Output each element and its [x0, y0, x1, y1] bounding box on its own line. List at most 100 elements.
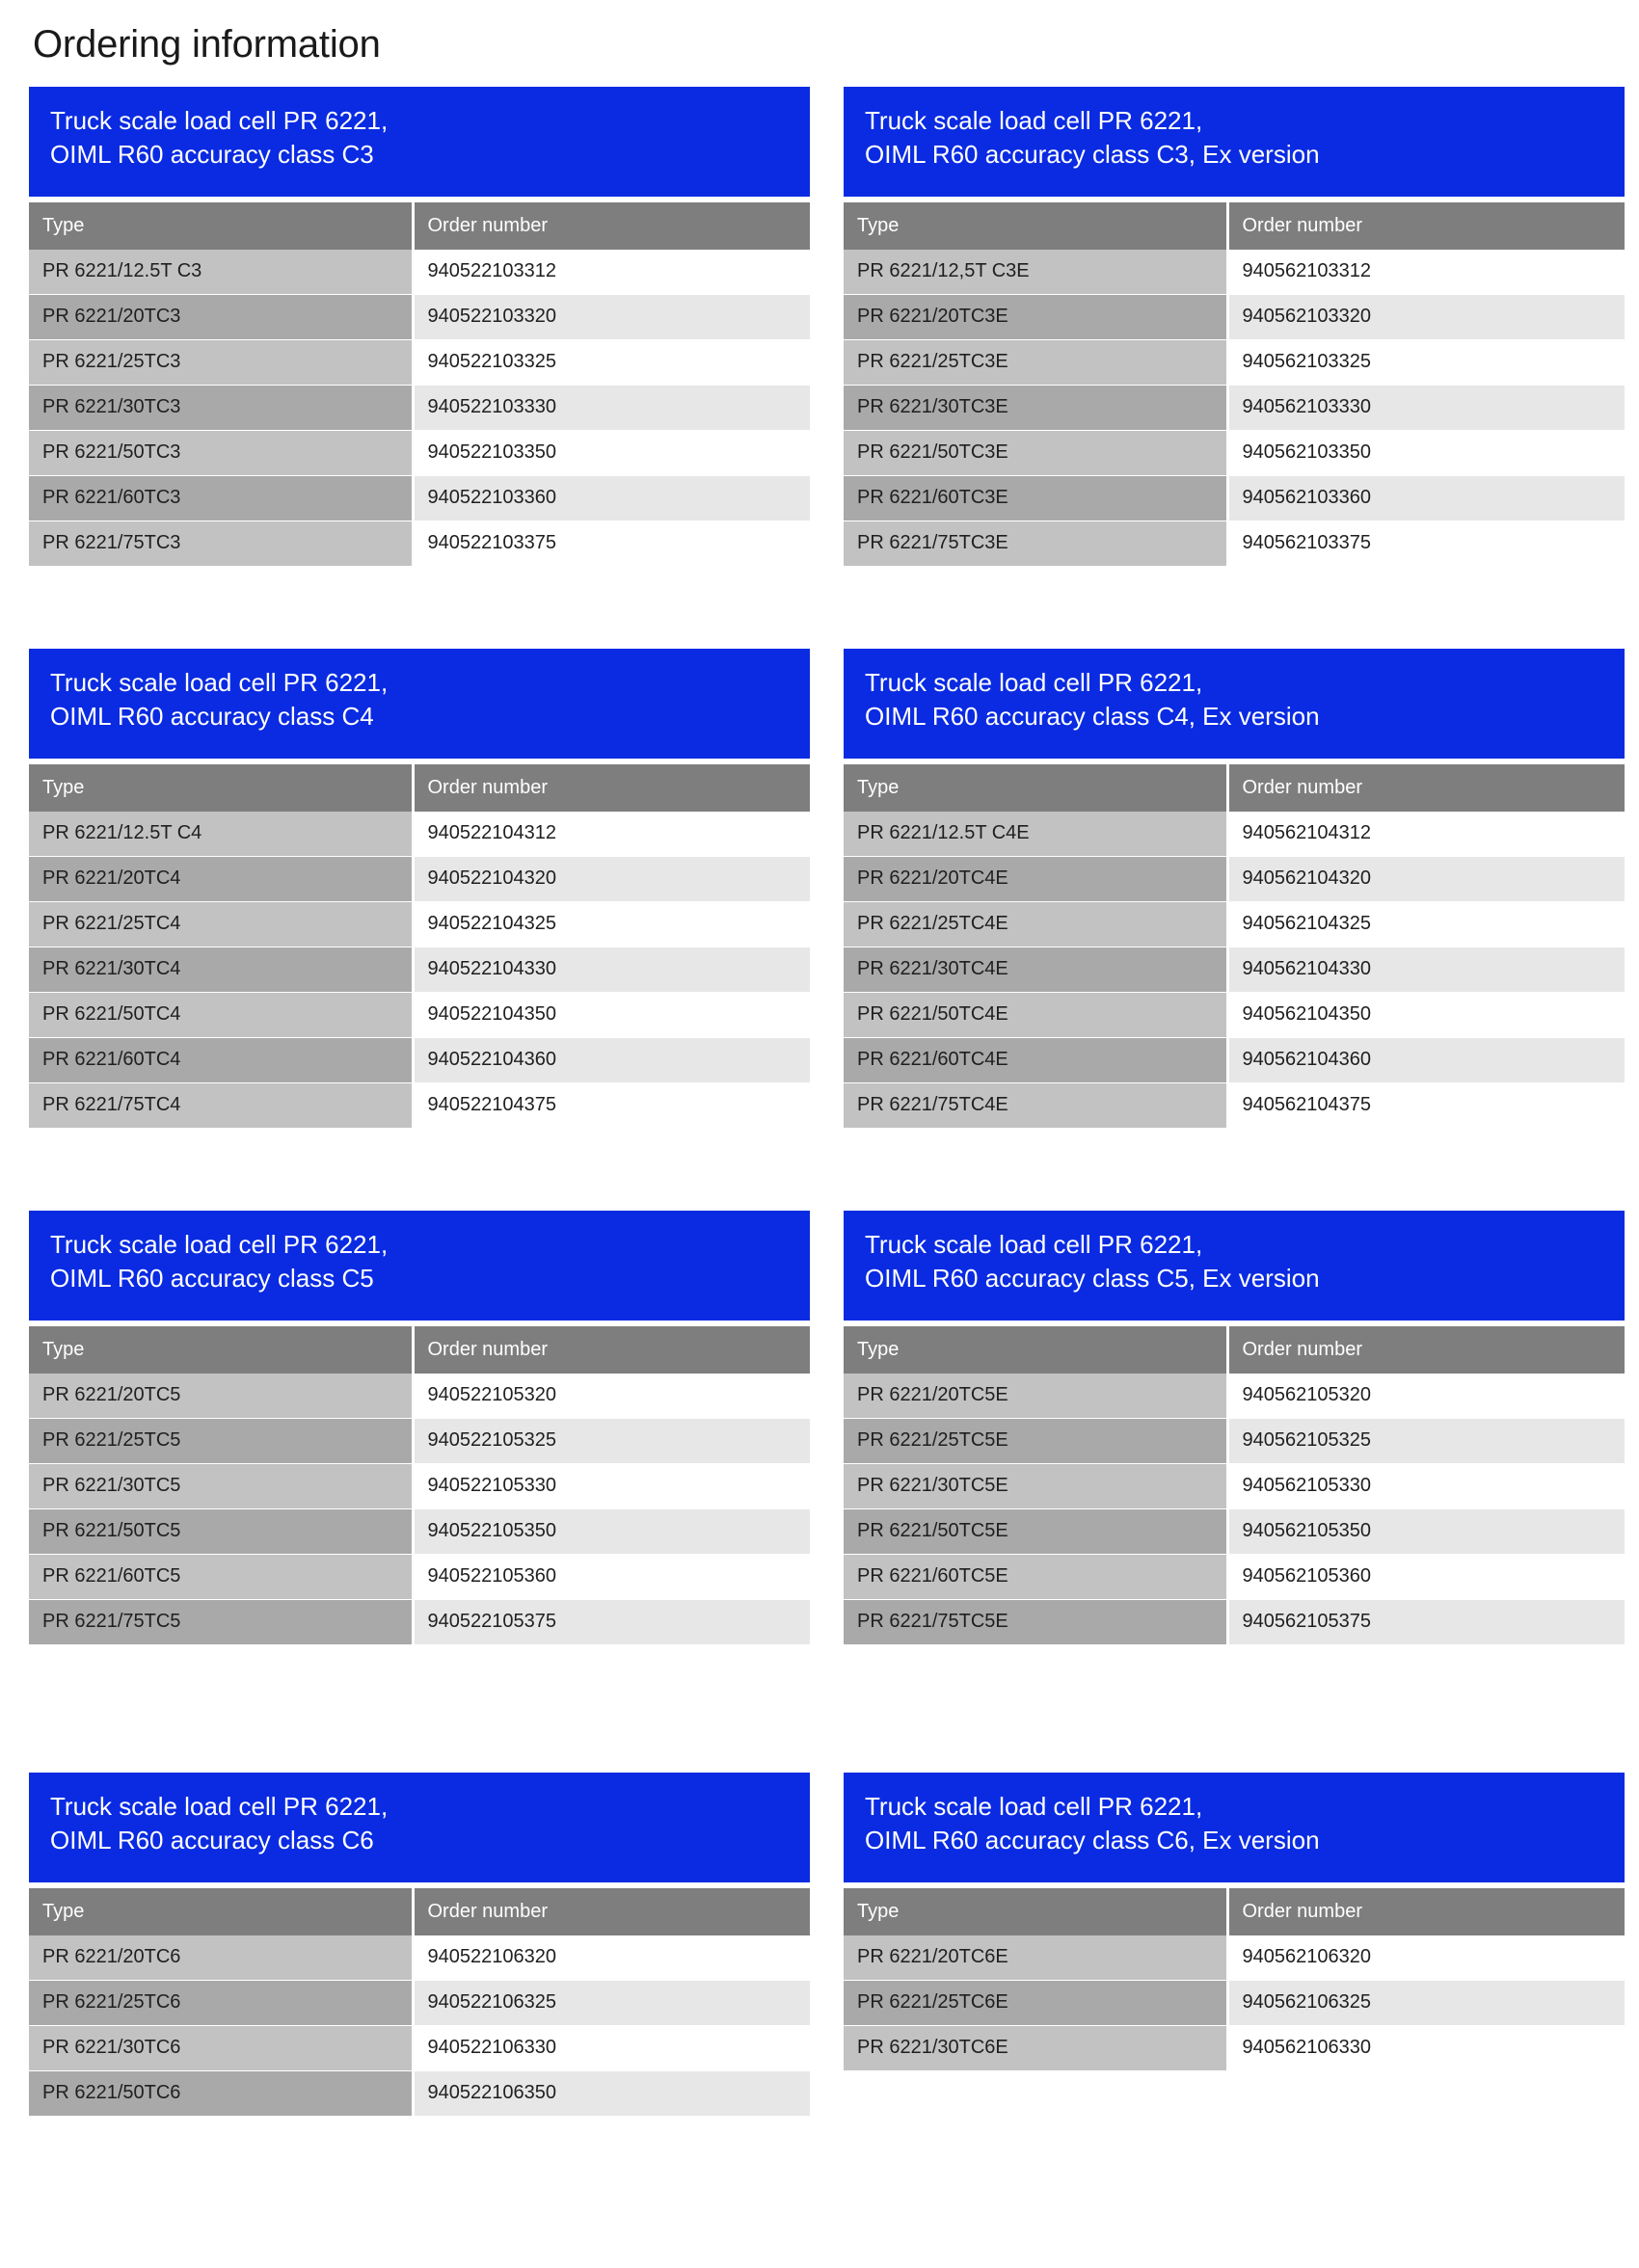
cell-order-number: 940522103360 [413, 475, 810, 521]
cell-type: PR 6221/12,5T C3E [844, 250, 1229, 295]
column-header-type: Type [29, 764, 415, 812]
cell-type: PR 6221/30TC3E [844, 385, 1229, 431]
table-row: PR 6221/50TC4E 940562104350 [844, 992, 1625, 1038]
card-title-line-2: OIML R60 accuracy class C3 [50, 139, 374, 169]
cell-type: PR 6221/75TC4E [844, 1082, 1229, 1129]
order-table: Type Order number PR 6221/20TC5 94052210532… [29, 1326, 810, 1645]
table-row: PR 6221/12,5T C3E 940562103312 [844, 250, 1625, 295]
table-row: PR 6221/30TC4 940522104330 [29, 947, 810, 993]
cell-type: PR 6221/25TC6 [29, 1980, 415, 2026]
product-order-card: Truck scale load cell PR 6221, OIML R60 a… [844, 87, 1625, 567]
ordering-table-cell: Truck scale load cell PR 6221, OIML R60 a… [844, 87, 1625, 649]
cell-type: PR 6221/75TC5 [29, 1599, 415, 1645]
card-title-banner: Truck scale load cell PR 6221, OIML R60 a… [29, 87, 810, 197]
cell-order-number: 940522103312 [413, 250, 810, 295]
cell-type: PR 6221/30TC6 [29, 2025, 415, 2071]
cell-order-number: 940562103330 [1227, 385, 1625, 431]
cell-order-number: 940522104312 [413, 812, 810, 857]
cell-type: PR 6221/30TC5E [844, 1463, 1229, 1509]
table-row: PR 6221/20TC3E 940562103320 [844, 294, 1625, 340]
card-title-line-2: OIML R60 accuracy class C5, Ex version [865, 1263, 1320, 1293]
ordering-table-cell: Truck scale load cell PR 6221, OIML R60 a… [29, 1773, 810, 2268]
cell-order-number: 940562105350 [1227, 1508, 1625, 1555]
cell-order-number: 940522105360 [413, 1554, 810, 1600]
cell-order-number: 940562103320 [1227, 294, 1625, 340]
cell-type: PR 6221/60TC5 [29, 1554, 415, 1600]
cell-order-number: 940562105360 [1227, 1554, 1625, 1600]
cell-order-number: 940562103325 [1227, 339, 1625, 386]
cell-type: PR 6221/25TC5 [29, 1418, 415, 1464]
order-table: Type Order number PR 6221/12.5T C3 94052210… [29, 202, 810, 567]
page-title: Ordering information [33, 23, 381, 66]
cell-order-number: 940562103360 [1227, 475, 1625, 521]
table-row: PR 6221/60TC4E 940562104360 [844, 1037, 1625, 1083]
ordering-table-cell: Truck scale load cell PR 6221, OIML R60 a… [29, 649, 810, 1211]
card-title-banner: Truck scale load cell PR 6221, OIML R60 a… [844, 87, 1625, 197]
table-row: PR 6221/60TC5E 940562105360 [844, 1554, 1625, 1600]
cell-type: PR 6221/60TC5E [844, 1554, 1229, 1600]
cell-order-number: 940522104325 [413, 901, 810, 947]
cell-order-number: 940562104330 [1227, 947, 1625, 993]
table-row: PR 6221/30TC5 940522105330 [29, 1463, 810, 1509]
ordering-table-cell: Truck scale load cell PR 6221, OIML R60 a… [29, 87, 810, 649]
table-row: PR 6221/12.5T C4E 940562104312 [844, 812, 1625, 857]
ordering-table-cell: Truck scale load cell PR 6221, OIML R60 a… [29, 1211, 810, 1773]
column-header-order-number: Order number [413, 202, 810, 250]
cell-order-number: 940522104320 [413, 856, 810, 902]
table-row: PR 6221/50TC4 940522104350 [29, 992, 810, 1038]
cell-type: PR 6221/50TC6 [29, 2070, 415, 2117]
cell-order-number: 940522103375 [413, 520, 810, 567]
table-row: PR 6221/20TC6 940522106320 [29, 1935, 810, 1981]
cell-type: PR 6221/30TC5 [29, 1463, 415, 1509]
cell-order-number: 940562104320 [1227, 856, 1625, 902]
cell-order-number: 940522104350 [413, 992, 810, 1038]
table-row: PR 6221/75TC4 940522104375 [29, 1082, 810, 1129]
table-row: PR 6221/30TC3E 940562103330 [844, 385, 1625, 431]
card-title-line-1: Truck scale load cell PR 6221, [50, 106, 389, 135]
card-title-line-1: Truck scale load cell PR 6221, [865, 1792, 1203, 1821]
table-row: PR 6221/50TC5E 940562105350 [844, 1508, 1625, 1555]
cell-order-number: 940562106325 [1227, 1980, 1625, 2026]
table-header-row: Type Order number [29, 1888, 810, 1935]
column-header-order-number: Order number [413, 764, 810, 812]
ordering-table-cell: Truck scale load cell PR 6221, OIML R60 a… [844, 1773, 1625, 2268]
column-header-type: Type [844, 202, 1229, 250]
cell-type: PR 6221/30TC3 [29, 385, 415, 431]
column-header-type: Type [844, 1326, 1229, 1374]
column-header-type: Type [29, 1888, 415, 1935]
order-table: Type Order number PR 6221/20TC6E 9405621063… [844, 1888, 1625, 2071]
card-title-banner: Truck scale load cell PR 6221, OIML R60 a… [844, 1211, 1625, 1321]
cell-type: PR 6221/50TC4E [844, 992, 1229, 1038]
card-title-line-2: OIML R60 accuracy class C4, Ex version [865, 701, 1320, 731]
order-table: Type Order number PR 6221/20TC6 94052210632… [29, 1888, 810, 2117]
ordering-tables-grid: Truck scale load cell PR 6221, OIML R60 a… [29, 87, 1625, 2268]
table-row: PR 6221/25TC4 940522104325 [29, 901, 810, 947]
cell-order-number: 940522105350 [413, 1508, 810, 1555]
table-row: PR 6221/30TC4E 940562104330 [844, 947, 1625, 993]
order-table: Type Order number PR 6221/20TC5E 9405621053… [844, 1326, 1625, 1645]
table-row: PR 6221/50TC6 940522106350 [29, 2070, 810, 2117]
ordering-table-cell: Truck scale load cell PR 6221, OIML R60 a… [844, 649, 1625, 1211]
cell-order-number: 940522103330 [413, 385, 810, 431]
cell-type: PR 6221/50TC5E [844, 1508, 1229, 1555]
cell-order-number: 940562103312 [1227, 250, 1625, 295]
column-header-order-number: Order number [413, 1888, 810, 1935]
table-row: PR 6221/25TC5E 940562105325 [844, 1418, 1625, 1464]
cell-type: PR 6221/25TC6E [844, 1980, 1229, 2026]
product-order-card: Truck scale load cell PR 6221, OIML R60 a… [844, 649, 1625, 1129]
cell-order-number: 940562105320 [1227, 1374, 1625, 1419]
table-row: PR 6221/75TC5 940522105375 [29, 1599, 810, 1645]
product-order-card: Truck scale load cell PR 6221, OIML R60 a… [844, 1211, 1625, 1645]
cell-type: PR 6221/50TC4 [29, 992, 415, 1038]
cell-type: PR 6221/12.5T C4 [29, 812, 415, 857]
card-title-line-1: Truck scale load cell PR 6221, [865, 668, 1203, 697]
cell-order-number: 940522104375 [413, 1082, 810, 1129]
product-order-card: Truck scale load cell PR 6221, OIML R60 a… [29, 87, 810, 567]
cell-order-number: 940562104325 [1227, 901, 1625, 947]
column-header-order-number: Order number [1227, 764, 1625, 812]
cell-order-number: 940562105325 [1227, 1418, 1625, 1464]
cell-type: PR 6221/20TC3E [844, 294, 1229, 340]
cell-order-number: 940522105375 [413, 1599, 810, 1645]
table-row: PR 6221/25TC6E 940562106325 [844, 1980, 1625, 2026]
cell-order-number: 940522105320 [413, 1374, 810, 1419]
